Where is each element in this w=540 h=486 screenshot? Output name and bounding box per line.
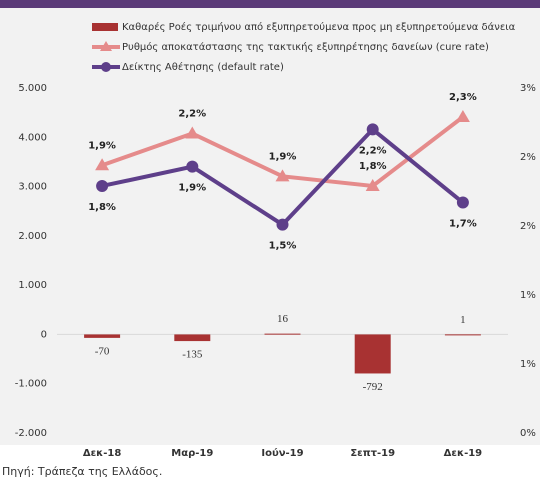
point-label: 2,2% <box>178 109 206 120</box>
marker <box>95 158 110 171</box>
bar <box>444 334 481 336</box>
y2-tick-label: 1% <box>520 290 536 301</box>
legend-marker <box>100 41 112 51</box>
legend-label: Δείκτης Αθέτησης (default rate) <box>122 61 284 73</box>
marker <box>366 123 379 136</box>
marker <box>186 160 199 173</box>
bar-label: -792 <box>363 381 383 393</box>
y-tick-label: -1.000 <box>15 379 47 390</box>
y-tick-label: 4.000 <box>18 132 47 143</box>
x-tick-label: Ιούν-19 <box>261 447 303 459</box>
legend-label: Καθαρές Ροές τριμήνου από εξυπηρετούμενα… <box>122 21 516 33</box>
bar-label: 1 <box>460 314 466 326</box>
bar <box>264 333 301 335</box>
x-tick-label: Μαρ-19 <box>171 448 213 459</box>
bar-label: -70 <box>95 345 110 357</box>
y-tick-label: -2.000 <box>15 428 47 439</box>
point-label: 1,9% <box>269 151 297 162</box>
marker <box>456 196 469 209</box>
point-label: 2,3% <box>449 92 477 103</box>
bar-label: 16 <box>277 313 289 325</box>
y2-tick-label: 2% <box>520 221 536 232</box>
point-label: 1,8% <box>359 161 387 172</box>
point-label: 1,9% <box>88 140 116 151</box>
point-label: 1,7% <box>449 219 477 230</box>
x-tick-label: Σεπτ-19 <box>350 448 395 459</box>
y2-tick-label: 1% <box>520 359 536 370</box>
legend-marker <box>101 62 111 72</box>
source-note: Πηγή: Τράπεζα της Ελλάδος. <box>2 465 162 478</box>
x-tick-label: Δεκ-18 <box>83 448 122 459</box>
marker <box>276 218 289 231</box>
marker <box>96 179 109 192</box>
bar <box>354 334 391 374</box>
bar <box>174 334 211 342</box>
legend-label: Ρυθμός αποκατάστασης της τακτικής εξυπηρ… <box>122 41 489 53</box>
point-label: 1,8% <box>88 202 116 213</box>
y-tick-label: 3.000 <box>18 182 47 193</box>
y-tick-label: 5.000 <box>18 83 47 94</box>
marker <box>455 109 470 122</box>
point-label: 2,2% <box>359 145 387 156</box>
marker <box>365 178 380 191</box>
y2-tick-label: 2% <box>520 152 536 163</box>
marker <box>185 126 200 139</box>
y2-tick-label: 3% <box>520 83 536 94</box>
point-label: 1,5% <box>269 241 297 252</box>
point-label: 1,9% <box>178 183 206 194</box>
bar-label: -135 <box>182 349 203 361</box>
x-tick-label: Δεκ-19 <box>444 448 483 459</box>
y-tick-label: 0 <box>41 329 47 340</box>
y2-tick-label: 0% <box>520 428 536 439</box>
legend-marker <box>92 23 118 31</box>
y-tick-label: 2.000 <box>18 231 47 242</box>
bar <box>84 334 121 338</box>
y-tick-label: 1.000 <box>18 280 47 291</box>
top-band <box>0 0 540 8</box>
chart-background <box>0 8 540 445</box>
marker <box>275 169 290 182</box>
